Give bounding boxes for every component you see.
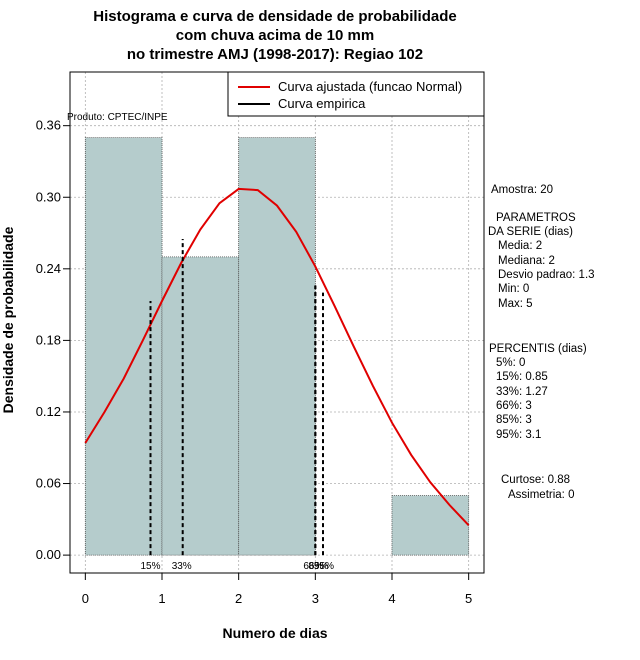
x-tick-label-3: 3 [312, 591, 319, 606]
x-tick-label-0: 0 [82, 591, 89, 606]
percentile-label-4: 95% [314, 561, 334, 572]
x-tick-label-2: 2 [235, 591, 242, 606]
chart-title-line-1: Histograma e curva de densidade de proba… [93, 8, 456, 25]
y-tick-label-1: 0.06 [36, 476, 61, 491]
stats-line-15: Curtose: 0.88 [501, 474, 570, 486]
stats-line-8: PERCENTIS (dias) [489, 343, 587, 355]
curve-layer [84, 187, 470, 526]
stats-line-2: DA SERIE (dias) [488, 226, 573, 238]
percentile-layer: 15% 33% 66%85%95% [141, 239, 334, 572]
stats-line-10: 15%: 0.85 [496, 371, 548, 383]
chart-title-line-2: com chuva acima de 10 mm [176, 27, 374, 44]
y-axis-label: Densidade de probabilidade [0, 226, 16, 413]
stats-line-9: 5%: 0 [496, 357, 525, 369]
x-tick-label-1: 1 [158, 591, 165, 606]
stats-line-11: 33%: 1.27 [496, 386, 548, 398]
stats-line-13: 85%: 3 [496, 414, 532, 426]
histogram-bar-0 [84, 137, 163, 556]
legend-label-fitted: Curva ajustada (funcao Normal) [278, 79, 462, 94]
x-tick-label-5: 5 [465, 591, 472, 606]
stats-line-6: Min: 0 [498, 283, 529, 295]
stats-line-4: Mediana: 2 [498, 255, 555, 267]
y-tick-label-5: 0.30 [36, 189, 61, 204]
x-axis-label: Numero de dias [222, 625, 327, 641]
stats-line-16: Assimetria: 0 [508, 489, 574, 501]
stats-line-12: 66%: 3 [496, 400, 532, 412]
y-tick-label-2: 0.12 [36, 404, 61, 419]
stats-line-5: Desvio padrao: 1.3 [498, 269, 595, 281]
x-tick-label-4: 4 [388, 591, 395, 606]
chart-title-line-3: no trimestre AMJ (1998-2017): Regiao 102 [127, 46, 423, 63]
y-tick-label-0: 0.00 [36, 547, 61, 562]
stats-line-0: Amostra: 20 [491, 184, 553, 196]
stats-panel: Amostra: 20 PARAMETROS DA SERIE (dias) Medi… [488, 184, 595, 501]
percentile-label-0: 15% [141, 561, 161, 572]
y-tick-label-3: 0.18 [36, 332, 61, 347]
fitted-normal-curve [84, 187, 470, 526]
histogram-bar-1 [161, 256, 240, 556]
y-tick-label-6: 0.36 [36, 118, 61, 133]
y-tick-label-4: 0.24 [36, 261, 61, 276]
percentile-label-3: 85% [308, 561, 328, 572]
histogram-bar-4 [391, 495, 470, 556]
legend: Curva ajustada (funcao Normal) Curva emp… [227, 71, 485, 117]
stats-line-14: 95%: 3.1 [496, 429, 541, 441]
percentile-label-2: 66% [303, 561, 323, 572]
histogram-bar-2 [238, 137, 316, 556]
stats-line-7: Max: 5 [498, 298, 533, 310]
bars-layer [84, 137, 470, 556]
legend-box [227, 71, 485, 117]
percentile-label-1: 33% [172, 561, 192, 572]
legend-label-empirical: Curva empirica [278, 96, 366, 111]
product-annotation: Produto: CPTEC/INPE [67, 112, 168, 123]
stats-line-1: PARAMETROS [496, 212, 576, 224]
ticks-layer: 0 1 2 3 4 5 0.00 0.06 0.12 0.18 0.24 0.30 0.36 [36, 118, 473, 606]
stats-line-3: Media: 2 [498, 240, 542, 252]
